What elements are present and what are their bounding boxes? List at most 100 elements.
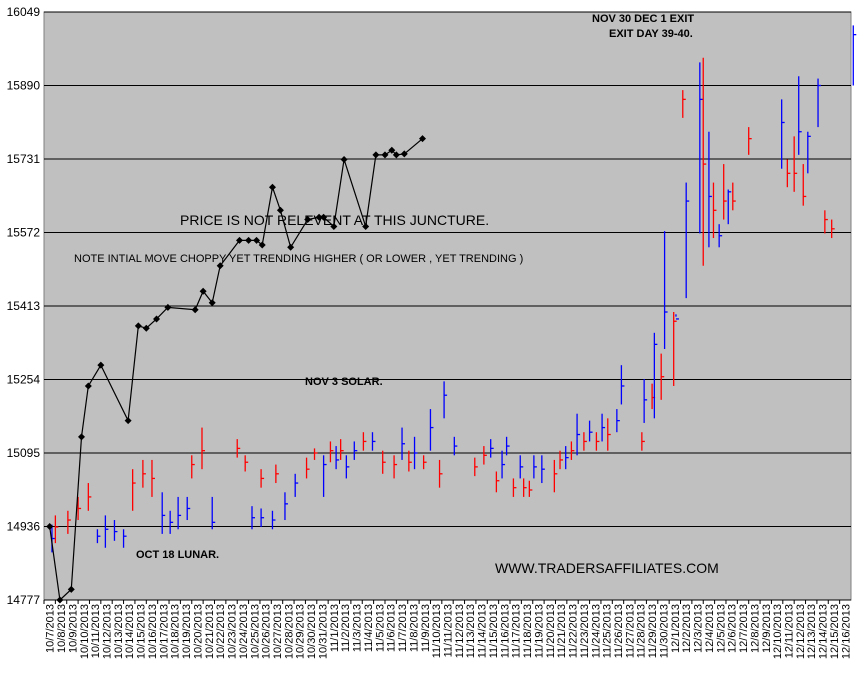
price-bar — [329, 441, 334, 463]
price-bar — [335, 446, 340, 470]
price-bar — [371, 432, 376, 451]
trend-point — [330, 222, 338, 230]
x-tick-label: 10/7/2013 — [45, 604, 57, 653]
trend-point — [142, 324, 150, 332]
price-bar — [723, 164, 727, 220]
trend-point — [67, 585, 75, 593]
x-tick-label: 12/1/2013 — [670, 604, 682, 653]
price-bars — [51, 25, 857, 553]
price-bar — [616, 409, 620, 433]
price-bar — [151, 459, 155, 497]
x-tick-label: 10/27/2013 — [272, 604, 284, 659]
price-bar — [113, 520, 118, 541]
price-bar — [817, 78, 822, 128]
trend-point — [84, 382, 92, 390]
price-bar — [607, 418, 611, 451]
price-bar — [685, 182, 690, 299]
price-bar — [284, 492, 288, 521]
price-bar — [653, 332, 658, 419]
x-tick-label: 11/10/2013 — [431, 604, 443, 658]
trend-point — [235, 236, 243, 244]
price-bar — [260, 508, 265, 527]
x-tick-label: 10/9/2013 — [67, 604, 79, 653]
annotation-exit: NOV 30 DEC 1 EXIT — [592, 13, 694, 25]
x-tick-label: 10/28/2013 — [283, 604, 295, 659]
price-bar — [702, 57, 707, 266]
price-bar — [87, 483, 92, 511]
x-tick-label: 11/7/2013 — [397, 604, 409, 652]
x-tick-label: 11/5/2013 — [374, 604, 386, 652]
y-tick-label: 15731 — [7, 152, 41, 166]
price-bar — [177, 496, 182, 530]
x-tick-label: 11/28/2013 — [636, 604, 648, 658]
trend-line — [49, 138, 423, 602]
y-tick-label: 14777 — [7, 593, 41, 607]
x-tick-label: 12/6/2013 — [727, 604, 739, 653]
trend-point — [216, 262, 224, 270]
price-bar — [340, 439, 344, 460]
price-bar — [495, 471, 500, 493]
y-tick-label: 14936 — [7, 520, 41, 534]
price-bar — [523, 478, 527, 497]
price-bar — [852, 25, 857, 86]
annotation-exit-day: EXIT DAY 39-40. — [609, 28, 693, 40]
trend-point — [287, 243, 295, 251]
x-tick-label: 10/20/2013 — [192, 604, 204, 659]
x-tick-label: 10/11/2013 — [90, 604, 102, 658]
x-tick-label: 11/30/2013 — [658, 604, 670, 658]
trend-point — [78, 433, 86, 441]
x-tick-label: 11/25/2013 — [602, 604, 614, 658]
x-tick-label: 10/26/2013 — [261, 604, 273, 659]
price-bar — [781, 99, 785, 169]
x-tick-label: 12/3/2013 — [693, 604, 705, 653]
x-tick-label: 10/19/2013 — [181, 604, 193, 659]
price-bar — [305, 457, 310, 479]
price-bar — [718, 224, 723, 248]
trend-point — [304, 216, 312, 224]
price-bar — [260, 469, 265, 488]
price-bar — [54, 515, 59, 544]
x-tick-label: 10/18/2013 — [170, 604, 182, 659]
price-bar — [408, 450, 412, 472]
trend-point — [392, 151, 400, 159]
x-tick-label: 10/17/2013 — [158, 604, 170, 659]
x-tick-label: 11/13/2013 — [465, 604, 477, 658]
x-tick-label: 11/29/2013 — [647, 604, 659, 658]
trend-point — [315, 213, 323, 221]
trend-point — [134, 322, 142, 330]
price-bar — [793, 136, 798, 192]
x-tick-label: 11/3/2013 — [352, 604, 364, 652]
y-tick-label: 15095 — [7, 446, 41, 460]
price-bar — [565, 446, 569, 470]
trend-point — [381, 151, 389, 159]
x-tick-label: 10/23/2013 — [227, 604, 239, 659]
price-bar — [413, 436, 418, 470]
x-tick-label: 11/20/2013 — [545, 604, 557, 658]
x-tick-label: 10/13/2013 — [113, 604, 125, 659]
price-bar — [313, 448, 318, 460]
price-bar — [201, 427, 205, 470]
x-tick-label: 11/8/2013 — [408, 604, 420, 652]
price-bar — [67, 510, 71, 534]
trend-point — [97, 361, 105, 369]
price-bar — [438, 459, 443, 488]
x-tick-label: 10/22/2013 — [215, 604, 227, 659]
price-bar — [353, 441, 358, 460]
x-tick-label: 12/12/2013 — [795, 604, 807, 659]
x-tick-label: 12/15/2013 — [829, 604, 841, 659]
price-bar — [501, 450, 506, 479]
x-tick-label: 10/14/2013 — [124, 604, 136, 659]
trend-line-series — [46, 135, 426, 604]
price-bar — [322, 455, 327, 497]
x-tick-label: 10/16/2013 — [147, 604, 159, 659]
trend-point — [164, 303, 172, 311]
y-tick-label: 15254 — [7, 373, 41, 387]
price-bar — [251, 506, 256, 530]
annotation-lunar: OCT 18 LUNAR. — [136, 549, 219, 561]
annotation-solar: NOV 3 SOLAR. — [305, 376, 383, 388]
y-tick-label: 16049 — [7, 5, 41, 19]
price-bar — [620, 365, 625, 405]
trend-point — [191, 306, 199, 314]
x-tick-label: 12/11/2013 — [783, 604, 795, 658]
price-bar — [393, 455, 398, 479]
